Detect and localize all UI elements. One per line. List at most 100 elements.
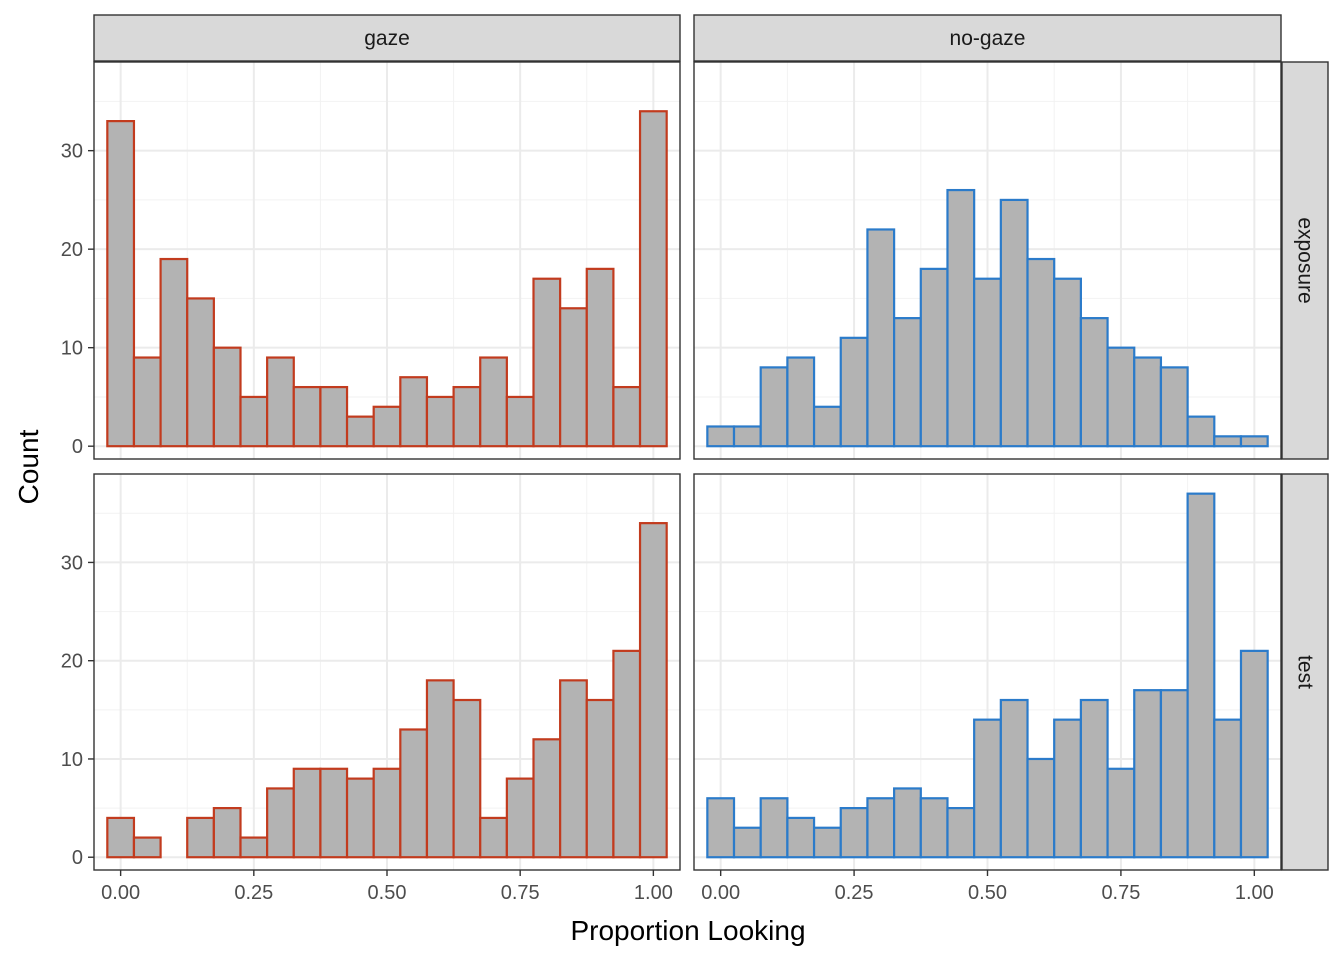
- x-axis-title: Proportion Looking: [570, 915, 805, 946]
- x-tick-label: 0.25: [234, 882, 273, 904]
- y-tick-label: 20: [61, 651, 83, 673]
- y-tick-label: 0: [72, 436, 83, 458]
- histogram-bar: [638, 110, 668, 448]
- histogram-bar: [1213, 435, 1243, 448]
- histogram-bar: [866, 228, 896, 448]
- histogram-bar: [1133, 689, 1163, 859]
- histogram-bar: [612, 649, 642, 859]
- histogram-bar: [1186, 492, 1216, 859]
- histogram-bar: [239, 395, 269, 448]
- panel-no-gaze-exposure: [693, 61, 1282, 460]
- y-axis-title: Count: [13, 429, 44, 504]
- panel-gaze-test: [93, 473, 681, 871]
- histogram-bar: [946, 806, 976, 859]
- histogram-bar: [132, 356, 162, 448]
- histogram-bar: [425, 679, 455, 859]
- facet-strip-label: exposure: [1294, 217, 1317, 303]
- histogram-bar: [732, 826, 762, 859]
- histogram-bar: [1159, 366, 1189, 448]
- histogram-bar: [1239, 649, 1269, 859]
- panel-no-gaze-test: [693, 473, 1282, 871]
- x-tick-label: 0.25: [835, 882, 874, 904]
- histogram-bar: [786, 356, 816, 448]
- histogram-bar: [399, 376, 429, 448]
- histogram-bar: [1186, 415, 1216, 448]
- histogram-bar: [425, 395, 455, 448]
- histogram-bar: [292, 767, 322, 859]
- facet-strip-exposure: [1281, 61, 1329, 460]
- histogram-bar: [812, 405, 842, 448]
- histogram-bar: [1133, 356, 1163, 448]
- histogram-bar: [786, 816, 816, 859]
- facet-strip-test: [1281, 473, 1329, 871]
- histogram-bar: [505, 395, 535, 448]
- histogram-bar: [319, 385, 349, 448]
- histogram-bar: [345, 777, 375, 859]
- histogram-bar: [186, 297, 215, 448]
- histogram-bar: [1026, 257, 1056, 448]
- histogram-bar: [973, 277, 1002, 448]
- y-tick-label: 30: [61, 552, 83, 574]
- histogram-bar: [1106, 346, 1136, 448]
- histogram-bar: [452, 698, 482, 859]
- histogram-bar: [106, 120, 136, 448]
- histogram-bar: [239, 836, 269, 859]
- histogram-bar: [1106, 767, 1136, 859]
- histogram-bar: [973, 718, 1002, 859]
- x-tick-label: 0.75: [1101, 882, 1140, 904]
- y-tick-label: 20: [61, 239, 83, 261]
- histogram-bar: [266, 787, 295, 859]
- histogram-bar: [919, 797, 949, 859]
- x-tick-label: 0.00: [101, 882, 140, 904]
- histogram-bar: [999, 698, 1029, 859]
- facet-strip-label: gaze: [364, 27, 410, 50]
- histogram-bar: [212, 806, 242, 859]
- histogram-bar: [345, 415, 375, 448]
- histogram-bar: [159, 257, 189, 448]
- histogram-bar: [319, 767, 349, 859]
- histogram-bar: [399, 728, 429, 859]
- histogram-bar: [1026, 757, 1056, 859]
- histogram-bar: [1053, 718, 1082, 859]
- histogram-bar: [452, 385, 482, 448]
- histogram-bar: [1159, 689, 1189, 859]
- y-tick-label: 10: [61, 749, 83, 771]
- x-tick-label: 0.75: [501, 882, 540, 904]
- histogram-bar: [706, 425, 736, 448]
- histogram-bar: [1239, 435, 1269, 448]
- histogram-bar: [759, 797, 789, 859]
- y-tick-label: 0: [72, 847, 83, 869]
- histogram-bar: [812, 826, 842, 859]
- histogram-bar: [759, 366, 789, 448]
- histogram-bar: [372, 405, 402, 448]
- histogram-bar: [532, 277, 562, 448]
- facet-strip-no-gaze: [693, 14, 1282, 62]
- facet-strip-gaze: [93, 14, 681, 62]
- x-tick-label: 0.50: [368, 882, 407, 904]
- histogram-bar: [999, 198, 1029, 448]
- plot-area: gaze no-gaze exposure test 0 10 20 30 0 10 20 30 0.0…: [61, 14, 1329, 904]
- x-tick-label: 1.00: [634, 882, 673, 904]
- histogram-bar: [106, 816, 136, 859]
- y-tick-label: 30: [61, 141, 83, 163]
- histogram-bar: [1213, 718, 1243, 859]
- histogram-bar: [893, 787, 922, 859]
- histogram-bar: [946, 188, 976, 448]
- histogram-bar: [612, 385, 642, 448]
- histogram-bar: [1079, 317, 1109, 448]
- facet-strip-label: no-gaze: [950, 27, 1026, 50]
- histogram-bar: [706, 797, 736, 859]
- histogram-bar: [585, 698, 615, 859]
- facet-strip-label: test: [1294, 655, 1317, 689]
- histogram-bar: [505, 777, 535, 859]
- panel-gaze-exposure: [93, 61, 681, 460]
- histogram-bar: [839, 336, 869, 448]
- histogram-bar: [638, 522, 668, 859]
- histogram-bar: [559, 307, 588, 448]
- histogram-bar: [479, 816, 508, 859]
- histogram-bar: [532, 738, 562, 859]
- histogram-bar: [372, 767, 402, 859]
- histogram-bar: [266, 356, 295, 448]
- histogram-bar: [732, 425, 762, 448]
